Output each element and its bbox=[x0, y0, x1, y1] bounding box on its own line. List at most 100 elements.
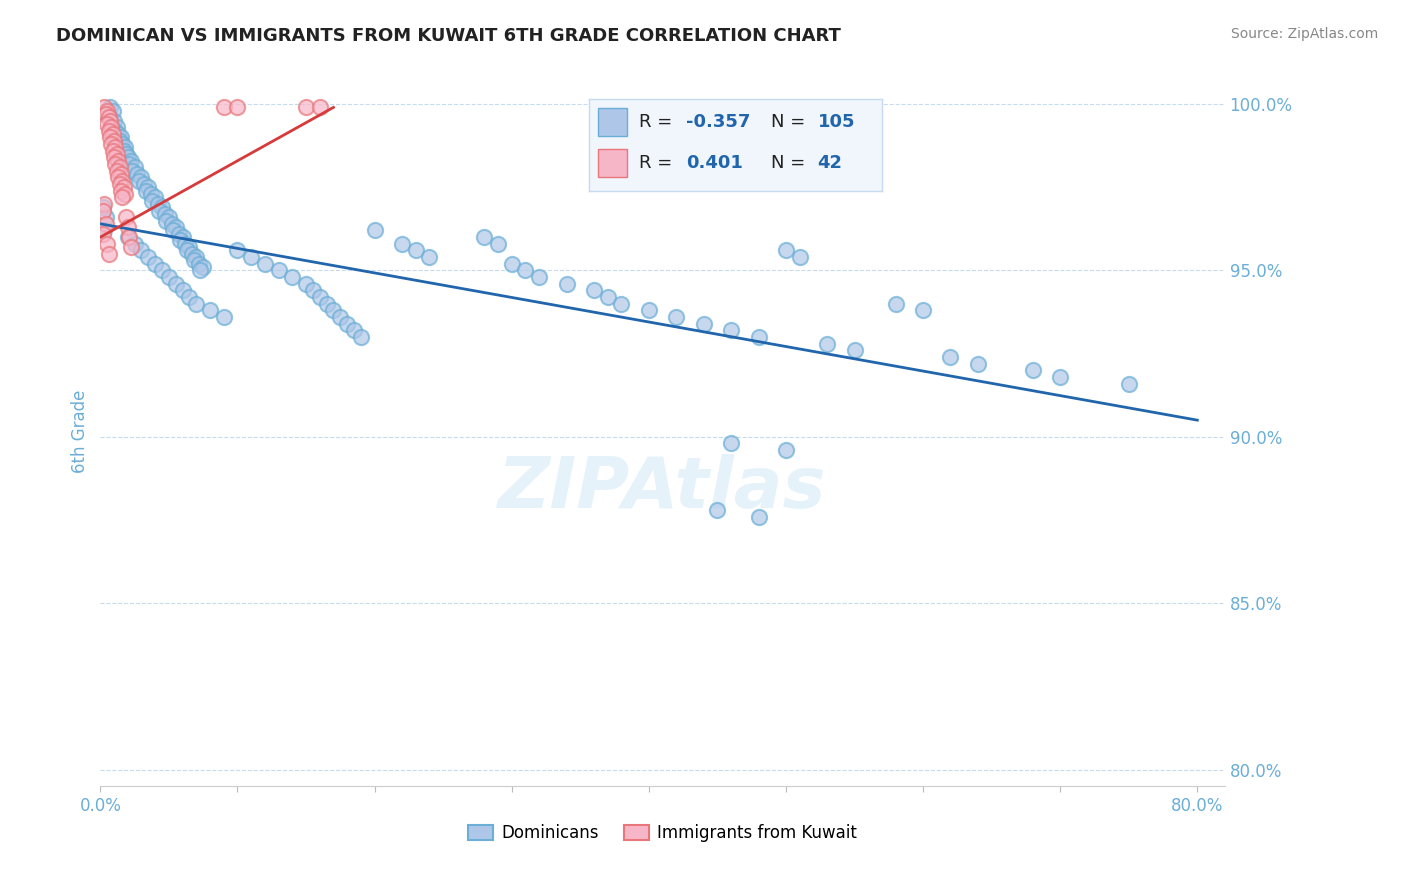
Point bbox=[114, 140, 136, 154]
Point bbox=[169, 234, 191, 248]
Point bbox=[134, 177, 156, 191]
Point bbox=[105, 120, 128, 135]
Point bbox=[146, 197, 169, 211]
Point bbox=[198, 303, 221, 318]
Point bbox=[103, 150, 125, 164]
Point bbox=[114, 186, 136, 201]
Point bbox=[138, 250, 160, 264]
Point bbox=[167, 227, 190, 241]
Point bbox=[418, 250, 440, 264]
Point bbox=[329, 310, 352, 324]
Point bbox=[131, 244, 153, 258]
Point bbox=[138, 180, 160, 194]
Point bbox=[101, 127, 124, 141]
Point bbox=[527, 270, 550, 285]
Point bbox=[226, 244, 249, 258]
Point bbox=[141, 194, 163, 208]
Point bbox=[165, 220, 187, 235]
Point bbox=[115, 210, 138, 224]
Point bbox=[501, 257, 523, 271]
Point bbox=[253, 257, 276, 271]
Point bbox=[150, 200, 173, 214]
Point bbox=[789, 250, 811, 264]
Point bbox=[110, 184, 132, 198]
Point bbox=[107, 127, 129, 141]
Point bbox=[582, 284, 605, 298]
Point bbox=[775, 443, 797, 458]
Point bbox=[193, 260, 215, 274]
Point bbox=[637, 303, 659, 318]
Point bbox=[884, 296, 907, 310]
Point bbox=[172, 284, 194, 298]
Point bbox=[815, 336, 838, 351]
Point bbox=[665, 310, 688, 324]
Point bbox=[97, 111, 120, 125]
Point bbox=[111, 136, 134, 151]
Point bbox=[148, 203, 170, 218]
Point bbox=[103, 113, 125, 128]
Point bbox=[96, 117, 118, 131]
Point bbox=[117, 220, 139, 235]
Point bbox=[112, 180, 135, 194]
Point bbox=[295, 277, 318, 291]
Point bbox=[165, 277, 187, 291]
Point bbox=[308, 100, 330, 114]
Point bbox=[93, 223, 115, 237]
Point bbox=[162, 223, 184, 237]
Point bbox=[188, 257, 211, 271]
Point bbox=[844, 343, 866, 358]
Point bbox=[967, 357, 990, 371]
Text: ZIPAtlas: ZIPAtlas bbox=[498, 454, 827, 523]
Point bbox=[108, 134, 131, 148]
Point bbox=[107, 153, 129, 168]
Point bbox=[747, 509, 769, 524]
Bar bbox=[598, 149, 627, 177]
Point bbox=[94, 107, 117, 121]
Point bbox=[295, 100, 318, 114]
Point bbox=[110, 167, 132, 181]
Point bbox=[124, 236, 146, 251]
Bar bbox=[598, 108, 627, 136]
Point bbox=[94, 217, 117, 231]
Point bbox=[101, 144, 124, 158]
Point bbox=[405, 244, 427, 258]
Point bbox=[912, 303, 935, 318]
Point bbox=[939, 350, 962, 364]
Text: Source: ZipAtlas.com: Source: ZipAtlas.com bbox=[1230, 27, 1378, 41]
Point bbox=[515, 263, 537, 277]
Point bbox=[212, 310, 235, 324]
Text: DOMINICAN VS IMMIGRANTS FROM KUWAIT 6TH GRADE CORRELATION CHART: DOMINICAN VS IMMIGRANTS FROM KUWAIT 6TH … bbox=[56, 27, 841, 45]
Point bbox=[1049, 370, 1071, 384]
Point bbox=[117, 230, 139, 244]
Point bbox=[157, 270, 180, 285]
Point bbox=[610, 296, 633, 310]
Point bbox=[281, 270, 304, 285]
Point bbox=[105, 163, 128, 178]
Point bbox=[143, 257, 166, 271]
Text: 105: 105 bbox=[817, 113, 855, 131]
Point bbox=[153, 207, 176, 221]
Point bbox=[226, 100, 249, 114]
Point bbox=[322, 303, 344, 318]
Text: 0.401: 0.401 bbox=[686, 154, 742, 172]
Point bbox=[98, 100, 121, 114]
Point bbox=[124, 161, 146, 175]
Point bbox=[104, 157, 127, 171]
Point bbox=[486, 236, 509, 251]
Point bbox=[96, 107, 118, 121]
Point bbox=[143, 190, 166, 204]
Point bbox=[97, 247, 120, 261]
Point bbox=[97, 123, 120, 137]
Point bbox=[391, 236, 413, 251]
Y-axis label: 6th Grade: 6th Grade bbox=[72, 390, 89, 474]
Legend: Dominicans, Immigrants from Kuwait: Dominicans, Immigrants from Kuwait bbox=[461, 817, 863, 848]
Point bbox=[172, 230, 194, 244]
Point bbox=[343, 323, 366, 337]
Point bbox=[108, 177, 131, 191]
Point bbox=[183, 253, 205, 268]
Point bbox=[98, 113, 121, 128]
Point bbox=[94, 210, 117, 224]
Point bbox=[91, 203, 114, 218]
Point bbox=[186, 250, 208, 264]
Text: R =: R = bbox=[640, 113, 672, 131]
